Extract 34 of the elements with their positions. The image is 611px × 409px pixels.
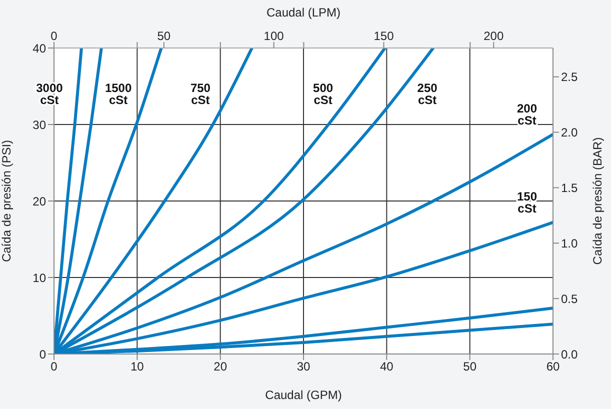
y-tick-label: 20 [32, 194, 46, 208]
series-label: 200 cSt [516, 101, 538, 128]
series-label: 750 cSt [190, 80, 211, 107]
x-tick-label: 30 [296, 360, 310, 374]
series-label: 1500 cSt [104, 80, 132, 107]
x2-tick-label: 0 [50, 29, 58, 43]
x2-tick-label: 50 [157, 29, 171, 43]
y-tick-label: 10 [32, 270, 46, 285]
y2-tick-label: 0.5 [561, 292, 578, 306]
x-tick-label: 50 [463, 360, 477, 374]
x2-tick-label: 150 [374, 29, 394, 43]
y-tick-label: 30 [32, 118, 46, 132]
y2-axis-title: Caída de presión (BAR) [590, 137, 604, 265]
x2-axis-title: Caudal (LPM) [266, 6, 341, 20]
y2-tick-label: 1.5 [561, 180, 578, 195]
series-label: 250 cSt [417, 80, 438, 107]
x-axis-title: Caudal (GPM) [265, 388, 342, 402]
y2-tick-label: 2.5 [561, 70, 578, 84]
y-tick-label: 0 [39, 347, 46, 362]
x-tick-label: 60 [546, 360, 560, 374]
series-label: 500 cSt [313, 80, 334, 107]
y2-tick-label: 0.0 [561, 347, 578, 362]
y-tick-label: 40 [32, 41, 46, 56]
x-tick-label: 10 [130, 360, 144, 374]
x-tick-label: 0 [50, 360, 58, 374]
x-tick-label: 20 [214, 360, 228, 374]
series-label: 150 cSt [516, 189, 538, 216]
y2-tick-label: 1.0 [561, 236, 578, 250]
y2-tick-label: 2.0 [561, 126, 578, 140]
series-label: 3000 cSt [36, 80, 64, 107]
x-tick-label: 40 [380, 360, 394, 374]
y-axis-title: Caída de presión (PSI) [0, 140, 14, 262]
x2-tick-label: 200 [484, 29, 504, 43]
x2-tick-label: 100 [264, 29, 284, 43]
